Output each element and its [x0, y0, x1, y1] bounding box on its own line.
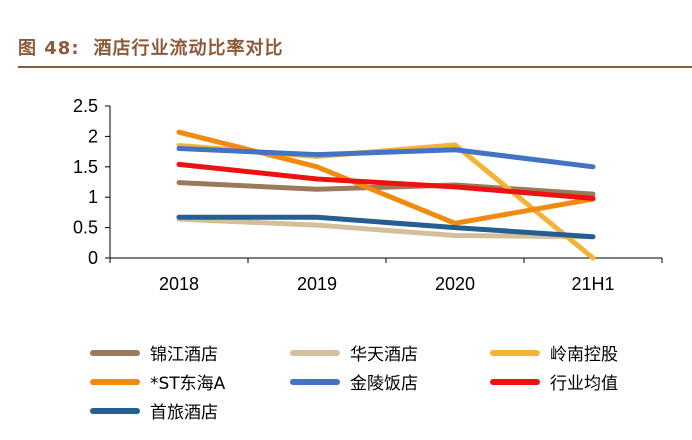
- series-line: [176, 180, 596, 197]
- series-line: [176, 214, 596, 240]
- y-tick-label: 2: [88, 126, 98, 146]
- legend-item: 行业均值: [490, 369, 618, 394]
- legend-swatch: [90, 349, 140, 356]
- chart-axes: 0 0.5 1 1.5 2 2.5 2018 2019 2020 21H1: [73, 96, 663, 294]
- x-tick-label: 21H1: [571, 274, 614, 294]
- legend-label: 华天酒店: [350, 345, 418, 365]
- legend-swatch: [290, 349, 340, 356]
- legend-item: 锦江酒店: [90, 340, 218, 365]
- y-tick-label: 2.5: [73, 96, 98, 116]
- legend-swatch: [90, 378, 140, 385]
- y-tick-label: 0.5: [73, 218, 98, 238]
- series-line: [176, 142, 596, 261]
- legend-label: 锦江酒店: [150, 345, 218, 365]
- y-tick-label: 1: [88, 187, 98, 207]
- figure-title: 酒店行业流动比率对比: [93, 38, 284, 59]
- header-divider: [18, 66, 692, 68]
- legend-label: *ST东海A: [150, 374, 226, 394]
- series-line: [176, 129, 596, 226]
- series-line: [176, 146, 596, 170]
- legend-swatch: [490, 378, 540, 385]
- x-tick-label: 2019: [297, 274, 337, 294]
- legend-item: 首旅酒店: [90, 398, 218, 423]
- series-line: [176, 161, 596, 201]
- figure-header: 图 48: 酒店行业流动比率对比: [18, 34, 284, 60]
- legend-label: 金陵饭店: [350, 374, 418, 394]
- chart-series-lines: [176, 129, 596, 261]
- legend-item: 金陵饭店: [290, 369, 418, 394]
- legend-label: 岭南控股: [550, 345, 618, 365]
- x-tick-label: 2018: [159, 274, 199, 294]
- legend-item: 华天酒店: [290, 340, 418, 365]
- legend-swatch: [90, 407, 140, 414]
- y-tick-label: 1.5: [73, 157, 98, 177]
- legend-swatch: [290, 378, 340, 385]
- x-tick-label: 2020: [435, 274, 475, 294]
- legend-item: 岭南控股: [490, 340, 618, 365]
- legend-item: *ST东海A: [90, 369, 225, 394]
- legend-label: 行业均值: [550, 374, 618, 394]
- legend-label: 首旅酒店: [150, 403, 218, 423]
- figure-number: 图 48:: [18, 38, 80, 59]
- legend-swatch: [490, 349, 540, 356]
- y-tick-label: 0: [88, 248, 98, 268]
- series-line: [176, 216, 596, 240]
